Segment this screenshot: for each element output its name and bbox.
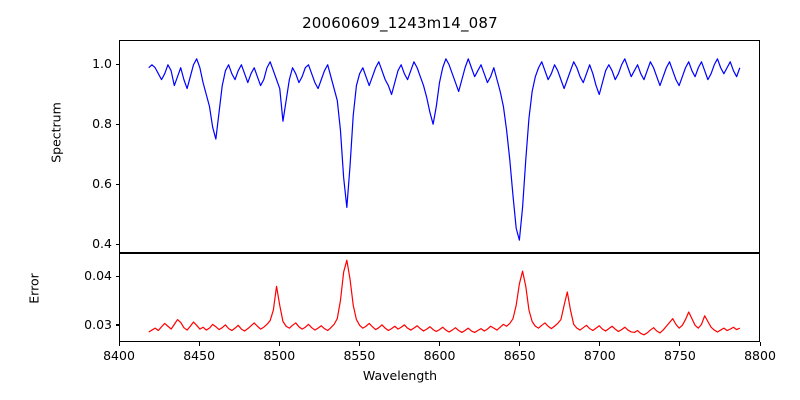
- x-tick-mark: [118, 342, 120, 346]
- spectrum-plot-area: [120, 41, 759, 252]
- y-tick-label-spectrum: 0.4: [92, 236, 112, 251]
- x-tick-mark: [198, 342, 200, 346]
- figure-title: 20060609_1243m14_087: [302, 14, 498, 32]
- x-axis-label: Wavelength: [362, 368, 438, 383]
- y-tick-mark-spectrum: [115, 183, 119, 185]
- y-tick-mark-error: [115, 275, 119, 277]
- x-tick-mark: [599, 342, 601, 346]
- y-tick-mark-error: [115, 324, 119, 326]
- y-tick-label-error: 0.04: [84, 268, 112, 284]
- x-tick-mark: [759, 342, 761, 346]
- y-axis-label-error: Error: [26, 273, 42, 304]
- x-tick-label: 8600: [423, 348, 456, 363]
- y-tick-mark-spectrum: [115, 243, 119, 245]
- x-tick-label: 8800: [744, 348, 776, 363]
- x-tick-label: 8450: [183, 348, 216, 363]
- y-tick-label-spectrum: 0.6: [92, 176, 112, 191]
- x-tick-label: 8550: [343, 348, 376, 363]
- x-tick-mark: [519, 342, 521, 346]
- x-tick-mark: [679, 342, 681, 346]
- y-axis-label-spectrum: Spectrum: [48, 102, 64, 163]
- x-tick-label: 8700: [583, 348, 616, 363]
- y-tick-label-spectrum: 1.0: [92, 56, 112, 71]
- x-tick-mark: [439, 342, 441, 346]
- x-tick-label: 8400: [103, 348, 135, 363]
- error-plot-area: [120, 254, 759, 341]
- x-tick-label: 8750: [663, 348, 696, 363]
- y-tick-mark-spectrum: [115, 63, 119, 65]
- x-tick-mark: [358, 342, 360, 346]
- error-axes: [119, 253, 760, 342]
- y-tick-mark-spectrum: [115, 123, 119, 125]
- y-tick-label-spectrum: 0.8: [92, 116, 112, 131]
- spectrum-axes: [119, 40, 760, 253]
- x-tick-mark: [278, 342, 280, 346]
- x-tick-label: 8500: [263, 348, 296, 363]
- y-tick-label-error: 0.03: [84, 316, 112, 332]
- x-tick-label: 8650: [503, 348, 536, 363]
